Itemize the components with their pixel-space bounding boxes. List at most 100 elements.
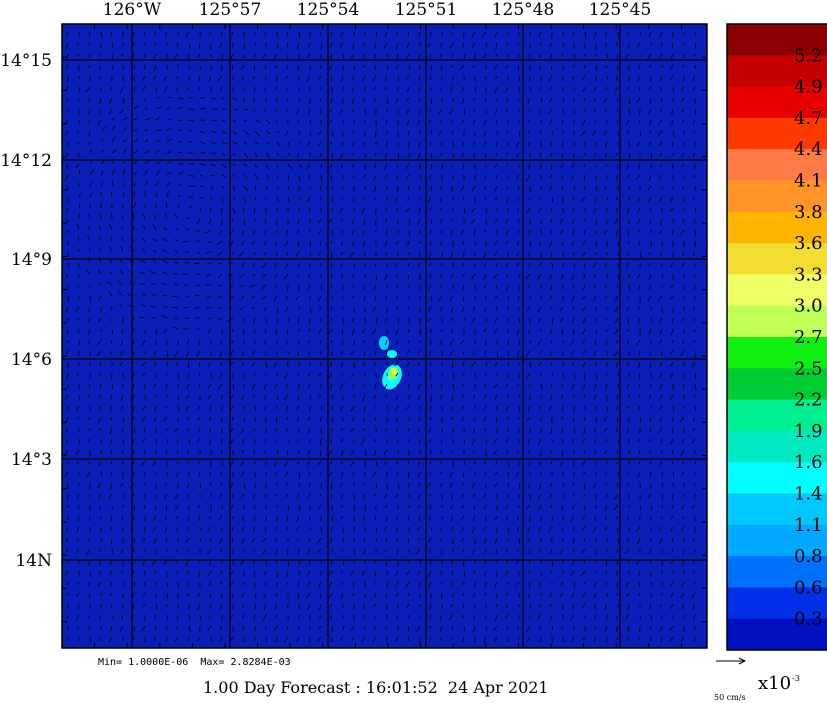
current-vector <box>528 196 531 201</box>
current-vector <box>287 416 289 421</box>
current-vector <box>628 97 631 105</box>
current-vector <box>650 592 652 598</box>
current-vector <box>636 636 641 641</box>
current-vector <box>88 130 91 137</box>
current-vector <box>605 64 608 69</box>
current-vector <box>177 372 180 379</box>
current-vector <box>452 405 454 411</box>
current-vector <box>493 163 498 169</box>
current-vector <box>605 581 608 586</box>
current-vector <box>507 372 509 378</box>
current-vector <box>515 141 520 148</box>
current-vector <box>549 53 553 60</box>
current-vector <box>527 119 531 124</box>
current-vector <box>254 141 260 145</box>
current-vector <box>408 493 411 499</box>
current-vector <box>330 97 333 104</box>
current-vector <box>669 394 674 400</box>
current-vector <box>428 548 432 553</box>
current-vector <box>88 64 91 69</box>
current-vector <box>153 636 157 641</box>
current-vector <box>174 249 179 253</box>
current-vector <box>89 180 93 187</box>
current-vector <box>474 240 477 246</box>
current-vector <box>660 42 663 47</box>
current-vector <box>119 108 124 115</box>
current-vector <box>505 229 509 236</box>
current-vector <box>67 625 69 631</box>
colorbar-label: 0.6 <box>794 577 823 598</box>
current-vector <box>494 537 498 545</box>
current-vector <box>396 471 399 476</box>
current-vector <box>648 141 652 146</box>
current-vector <box>328 218 333 223</box>
current-vector <box>570 350 575 355</box>
current-vector <box>217 306 223 310</box>
current-vector <box>144 427 146 433</box>
current-vector <box>682 548 685 555</box>
current-vector <box>177 97 184 100</box>
current-vector <box>243 108 249 111</box>
current-vector <box>275 438 278 444</box>
current-vector <box>122 75 124 81</box>
current-vector <box>550 141 553 147</box>
current-vector <box>658 196 663 202</box>
current-vector <box>341 328 344 336</box>
current-vector <box>99 504 102 510</box>
current-vector <box>417 383 421 390</box>
current-vector <box>166 151 172 154</box>
current-vector <box>132 603 135 609</box>
current-vector <box>298 207 301 212</box>
current-vector <box>287 31 289 37</box>
current-vector <box>593 581 597 587</box>
current-vector <box>154 31 157 36</box>
current-vector <box>460 86 465 92</box>
current-vector <box>111 180 114 187</box>
current-vector <box>177 394 179 401</box>
current-vector <box>110 526 113 530</box>
current-vector <box>483 251 487 258</box>
current-vector <box>174 283 179 286</box>
current-vector <box>505 240 509 245</box>
current-vector <box>285 262 289 269</box>
current-vector <box>581 603 586 609</box>
current-vector <box>99 405 102 412</box>
current-vector <box>549 449 553 454</box>
current-vector <box>539 130 542 135</box>
current-vector <box>306 163 311 170</box>
current-vector <box>638 449 641 455</box>
current-vector <box>341 471 344 479</box>
graticule <box>61 23 707 648</box>
current-vector <box>88 306 91 312</box>
current-vector <box>449 339 454 346</box>
current-vector <box>98 559 102 566</box>
current-vector <box>671 537 674 543</box>
current-vector <box>144 482 146 487</box>
current-vector <box>295 295 300 300</box>
current-vector <box>451 449 454 453</box>
current-vector <box>408 504 410 509</box>
current-vector <box>681 438 685 444</box>
current-vector <box>351 86 355 93</box>
current-vector <box>231 416 234 421</box>
current-vector <box>307 416 311 421</box>
current-vector <box>593 482 597 489</box>
current-vector <box>396 207 399 212</box>
current-vector <box>363 515 366 521</box>
current-vector <box>637 471 641 479</box>
current-vector <box>351 163 355 168</box>
current-vector <box>340 372 344 377</box>
current-vector <box>199 174 204 178</box>
current-vector <box>494 515 498 521</box>
current-vector <box>198 75 201 82</box>
current-vector <box>197 592 201 598</box>
current-vector <box>537 207 542 213</box>
current-vector <box>473 229 476 237</box>
current-vector <box>451 570 454 576</box>
latitude-label: 14N <box>15 551 52 571</box>
current-vector <box>507 306 509 311</box>
current-vector <box>361 75 366 82</box>
current-vector <box>449 295 454 301</box>
current-vector <box>287 141 291 148</box>
current-vector <box>67 603 69 608</box>
